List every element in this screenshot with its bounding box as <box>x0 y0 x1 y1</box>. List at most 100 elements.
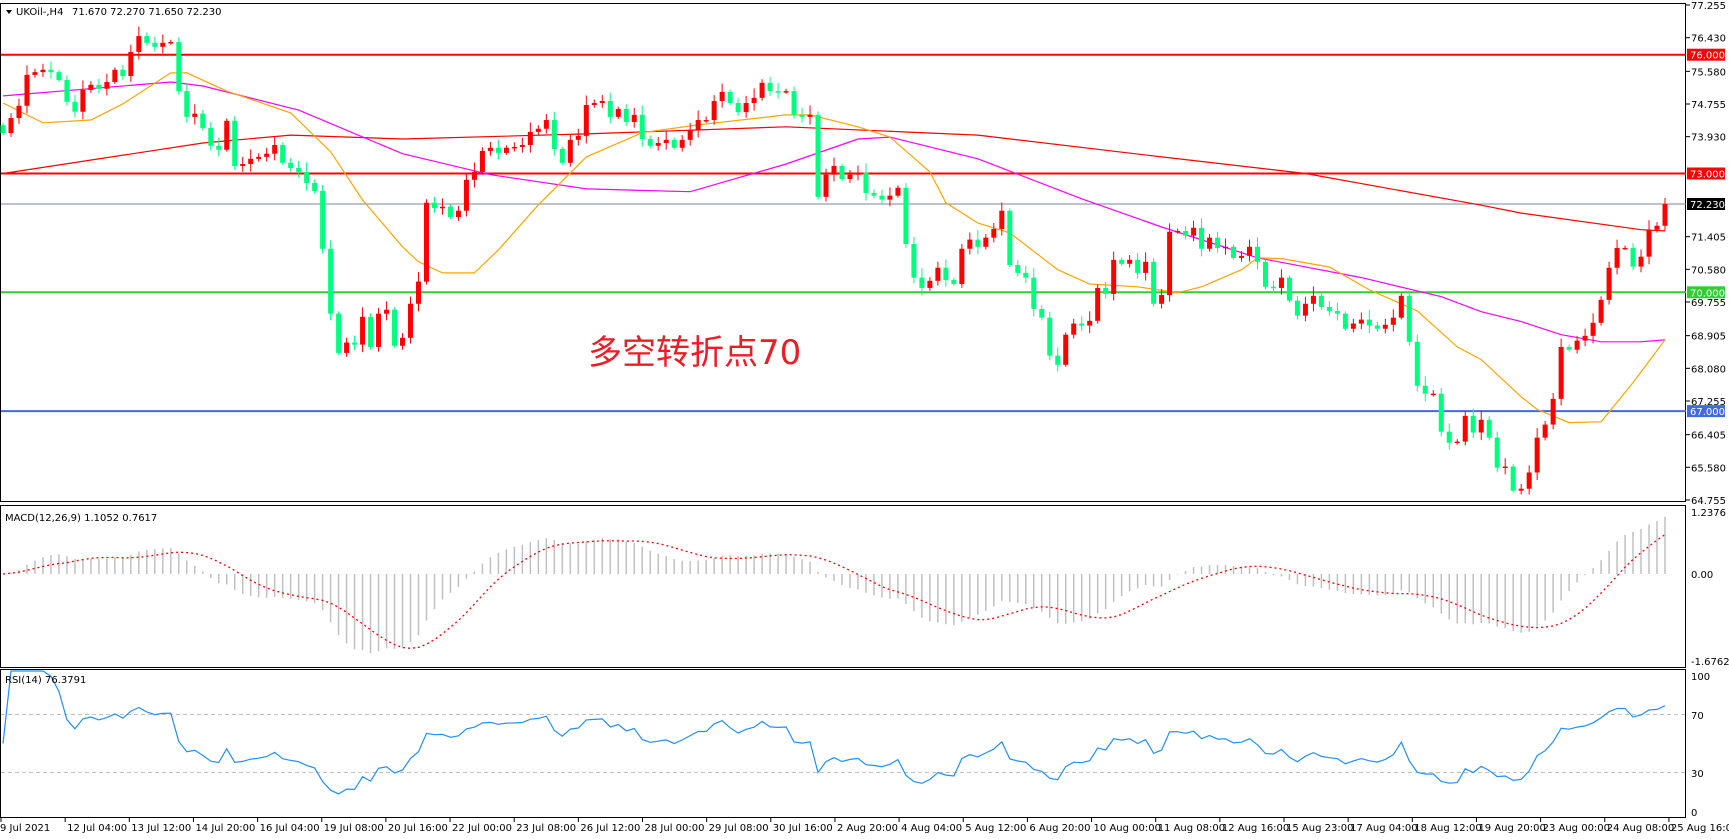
candle <box>1079 316 1085 332</box>
candle <box>727 89 733 105</box>
candle-body <box>471 171 477 180</box>
candle-body <box>975 239 981 247</box>
triangle-down-icon[interactable] <box>6 10 12 14</box>
moving-averages <box>2 72 1666 424</box>
candle <box>1502 458 1508 475</box>
rsi-line <box>2 670 1666 795</box>
candle-body <box>511 146 517 149</box>
candle-body <box>559 148 565 163</box>
candle-body <box>1350 323 1356 329</box>
candle <box>1406 291 1412 346</box>
candle-body <box>1614 247 1620 268</box>
candle-body <box>1294 300 1300 316</box>
candle-body <box>1039 308 1045 318</box>
candle-body <box>927 280 933 288</box>
candle <box>671 137 677 150</box>
candle <box>431 196 437 213</box>
candle-body <box>727 91 733 104</box>
candle <box>1358 312 1364 330</box>
candle-body <box>384 309 390 314</box>
candle <box>1007 208 1013 267</box>
candle <box>1310 286 1316 312</box>
candle-body <box>1215 237 1221 248</box>
candle <box>1374 321 1380 332</box>
candle <box>679 135 685 152</box>
candle-body <box>783 91 789 93</box>
candle <box>1510 464 1516 493</box>
candle <box>1191 220 1197 242</box>
candle-body <box>1470 415 1476 433</box>
candle <box>1103 282 1109 299</box>
candle-body <box>527 131 533 145</box>
time-axis-label: 29 Jul 08:00 <box>709 823 769 834</box>
candle <box>423 199 429 285</box>
time-axis-label: 10 Aug 00:00 <box>1094 823 1161 834</box>
time-axis-label: 14 Jul 20:00 <box>195 823 255 834</box>
candle-body <box>639 114 645 140</box>
candle <box>775 82 781 99</box>
candle-body <box>368 316 374 347</box>
candle <box>1382 318 1388 334</box>
price-axis-label: 75.580 <box>1691 67 1726 78</box>
candle <box>695 110 701 138</box>
price-axis-label: 64.755 <box>1691 496 1726 507</box>
candle-body <box>24 74 30 106</box>
candle-body <box>1254 246 1260 262</box>
candle-body <box>1095 287 1101 321</box>
ma-slow-line <box>2 126 1666 232</box>
candle <box>1143 252 1149 281</box>
candle-body <box>607 101 613 117</box>
candle-body <box>1582 335 1588 341</box>
candle-body <box>120 69 126 77</box>
candle <box>392 307 398 348</box>
candle <box>487 141 493 156</box>
candle <box>200 110 206 131</box>
horizontal-levels <box>1 53 1686 413</box>
candle <box>575 128 581 146</box>
candle <box>1119 257 1125 266</box>
candle <box>703 116 709 123</box>
candle <box>1454 439 1460 445</box>
candle <box>240 156 246 172</box>
candle <box>1247 239 1252 262</box>
price-axis-label: 73.930 <box>1691 133 1726 144</box>
candle-body <box>104 82 110 89</box>
candle-body <box>296 167 302 172</box>
rsi-label: RSI(14) 76.3791 <box>5 675 86 686</box>
candle <box>1478 410 1484 441</box>
candle <box>1574 335 1580 354</box>
candle <box>56 69 62 82</box>
candle <box>1135 252 1141 279</box>
candle <box>160 34 166 54</box>
candle-body <box>815 114 821 197</box>
candle <box>152 36 158 52</box>
candle <box>16 98 22 124</box>
candle-body <box>256 156 262 159</box>
candle <box>296 160 302 178</box>
candle-body <box>967 239 973 249</box>
candle-body <box>1486 419 1492 438</box>
candle <box>599 95 605 108</box>
candle-body <box>479 150 485 172</box>
candle-body <box>879 195 885 200</box>
level-tag-label: 73.000 <box>1690 169 1725 180</box>
candle-body <box>192 113 198 117</box>
candle-body <box>463 179 469 211</box>
candle <box>687 122 693 146</box>
candle <box>1111 251 1117 301</box>
candle <box>935 261 941 286</box>
time-axis-label: 4 Aug 04:00 <box>901 823 962 834</box>
candle <box>607 92 613 124</box>
candle <box>807 105 813 125</box>
candle-body <box>919 277 925 288</box>
candle <box>447 204 453 219</box>
candle-body <box>1342 313 1348 329</box>
candle-body <box>1239 255 1245 258</box>
candle <box>1151 258 1157 307</box>
candle-body <box>72 101 78 112</box>
time-axis-label: 12 Aug 16:00 <box>1222 823 1289 834</box>
candle-body <box>0 125 6 134</box>
candle <box>735 98 741 116</box>
candle-body <box>671 139 677 148</box>
